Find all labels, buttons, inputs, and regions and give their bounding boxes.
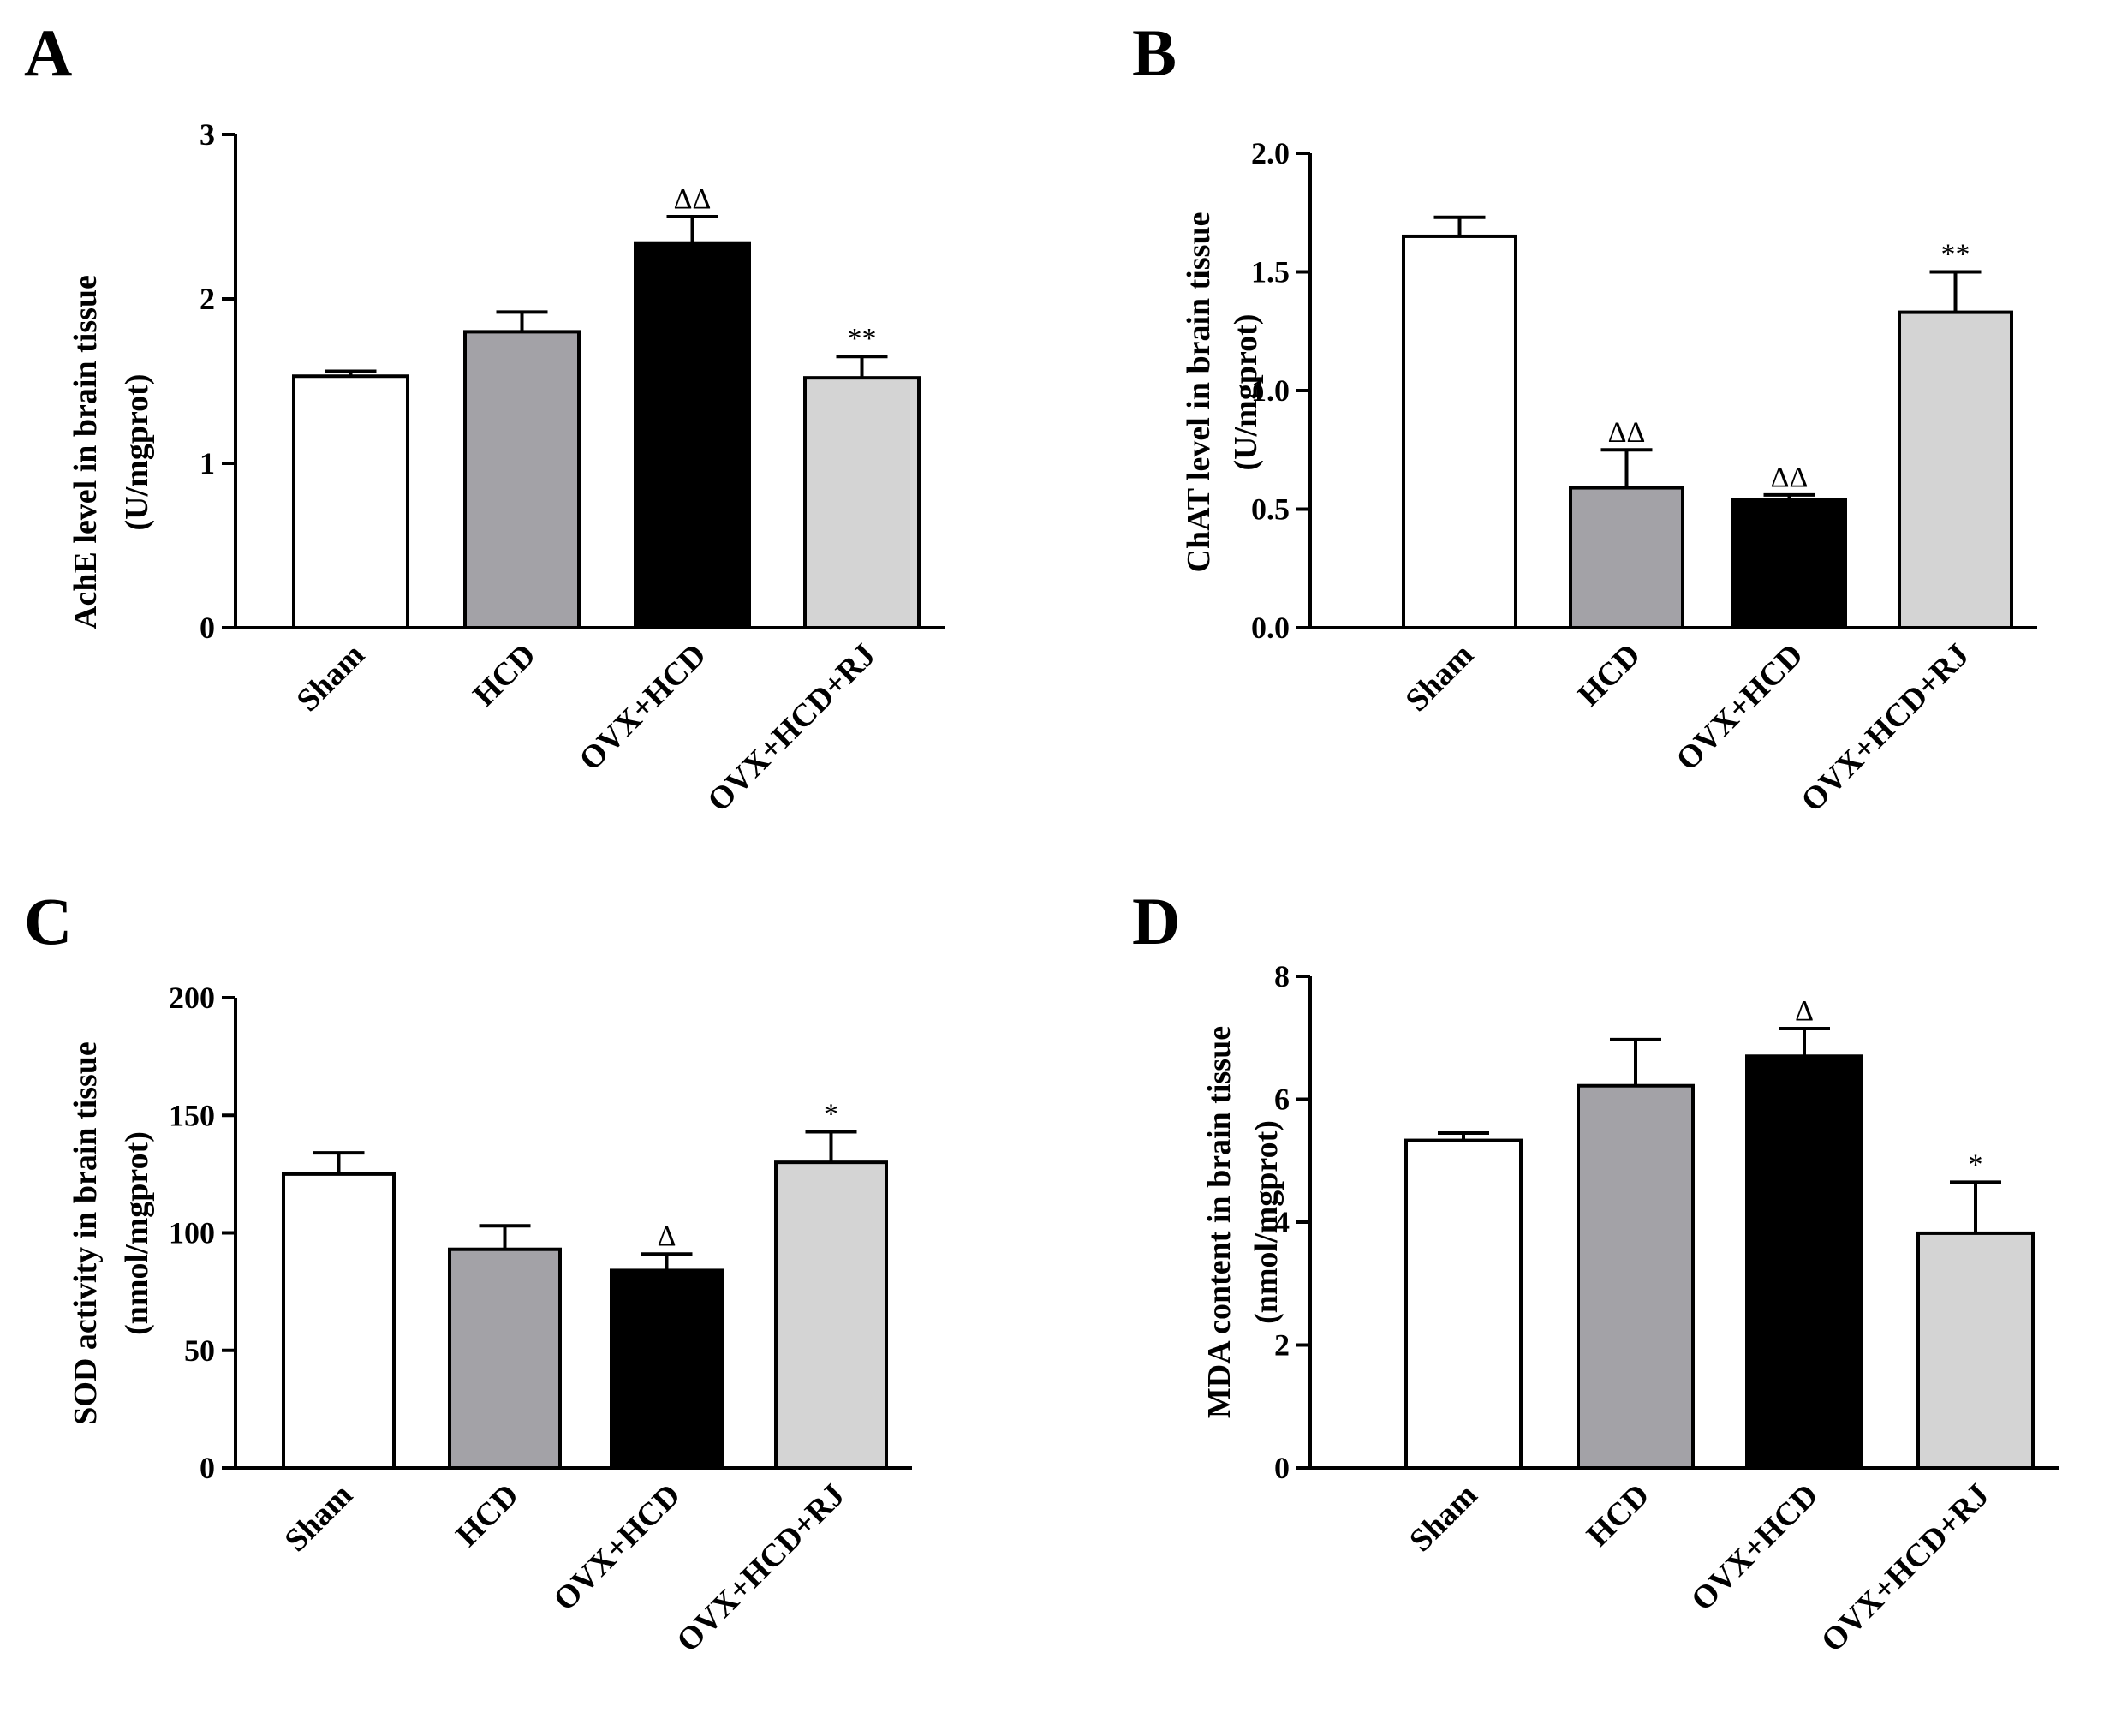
chart-panel-a: A 0 1 2 3 AchE level in brain tissue (U/mgprot…: [24, 15, 945, 819]
bar-hcd: [463, 330, 581, 629]
y-tick-label: 0.0: [1251, 611, 1290, 645]
bar-ovx-hcd-rj: [1898, 310, 2013, 629]
chart-panel-c: C 0 50 100 150 200 SOD activity in brain tissu…: [24, 884, 912, 1659]
panel-letter: C: [24, 884, 72, 958]
panel-letter: B: [1132, 15, 1177, 90]
bar-ovx-hcd: [634, 241, 751, 629]
y-tick-label: 150: [169, 1098, 215, 1132]
significance-marker: *: [824, 1098, 838, 1130]
y-tick-label: 2: [200, 282, 215, 316]
bar-ovx-hcd-rj: [803, 376, 921, 629]
bar-sham: [282, 1172, 396, 1470]
y-axis-label: SOD activity in brain tissue: [68, 1041, 104, 1425]
y-tick-label: 2.0: [1251, 136, 1290, 170]
bar-sham: [1402, 234, 1517, 629]
bar-hcd: [1569, 486, 1684, 629]
bar-ovx-hcd: [610, 1268, 724, 1471]
y-axis-label: MDA content in brain tissue: [1201, 1026, 1237, 1418]
y-tick-label: 0.5: [1251, 492, 1290, 527]
y-tick-label: 1.5: [1251, 255, 1290, 289]
y-tick-label: 2: [1274, 1328, 1290, 1363]
significance-marker: *: [1969, 1148, 1983, 1180]
y-tick-label: 200: [169, 981, 215, 1015]
panel-letter: D: [1132, 884, 1180, 958]
significance-marker: Δ: [658, 1220, 676, 1252]
bar-hcd: [448, 1247, 562, 1470]
y-tick-label: 6: [1274, 1083, 1290, 1117]
significance-marker: **: [1941, 239, 1970, 271]
bar-sham: [292, 374, 409, 629]
significance-marker: Δ: [1795, 995, 1814, 1027]
bar-hcd: [1577, 1083, 1695, 1470]
bar-sham: [1404, 1138, 1523, 1470]
y-axis-unit-label: (U/mgprot): [119, 374, 155, 531]
y-tick-label: 3: [200, 117, 215, 152]
y-tick-label: 50: [184, 1333, 215, 1368]
y-tick-label: 8: [1274, 959, 1290, 993]
y-tick-label: 1.0: [1251, 373, 1290, 408]
bar-ovx-hcd: [1745, 1054, 1863, 1471]
significance-marker: ΔΔ: [674, 183, 712, 215]
significance-marker: **: [848, 323, 877, 355]
y-axis-unit-label: (nmol/mgprot): [119, 1131, 155, 1335]
significance-marker: ΔΔ: [1771, 462, 1809, 493]
panel-letter: A: [24, 15, 72, 90]
y-tick-label: 100: [169, 1216, 215, 1250]
y-axis-unit-label: (U/mgprot): [1228, 314, 1264, 471]
y-axis-label: ChAT level in brain tissue: [1181, 212, 1217, 573]
bar-ovx-hcd: [1731, 498, 1847, 629]
bar-ovx-hcd-rj: [774, 1160, 888, 1471]
y-tick-label: 4: [1274, 1205, 1290, 1239]
y-tick-label: 0: [1274, 1451, 1290, 1485]
y-axis-unit-label: (nmol/mgprot): [1249, 1120, 1284, 1324]
y-tick-label: 1: [200, 446, 215, 480]
significance-marker: ΔΔ: [1608, 416, 1646, 448]
y-tick-label: 0: [200, 1451, 215, 1485]
y-tick-label: 0: [200, 611, 215, 645]
bar-ovx-hcd-rj: [1916, 1231, 2035, 1471]
y-axis-label: AchE level in brain tissue: [68, 275, 104, 629]
